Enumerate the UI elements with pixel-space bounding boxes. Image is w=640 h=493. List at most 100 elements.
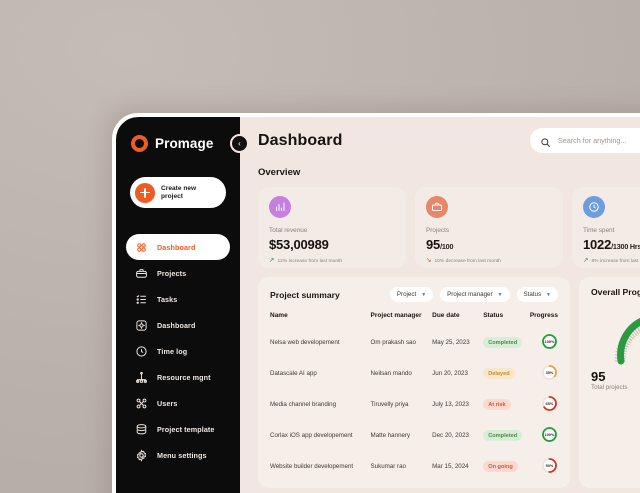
sidebar-item-users[interactable]: Users bbox=[126, 390, 230, 416]
cell-project-name: Website builder developement bbox=[270, 463, 354, 470]
overall-progress-title: Overall Progress bbox=[591, 287, 640, 297]
search-box[interactable] bbox=[530, 128, 640, 153]
column-header-name: Name bbox=[270, 312, 288, 319]
arrow-up-icon: ↗ bbox=[583, 257, 589, 264]
main-content: ‹ Dashboard Overview Tota bbox=[230, 117, 640, 493]
search-input[interactable] bbox=[558, 136, 640, 145]
progress-ring: 50% bbox=[541, 457, 558, 474]
sidebar-nav: Dashboard Projects Tasks bbox=[116, 234, 240, 468]
stat-card-projects[interactable]: Projects 95/100 ↘ 10% decrease from last… bbox=[415, 187, 563, 268]
filter-label: Status bbox=[523, 291, 542, 298]
stat-delta-text: 12% increase from last month bbox=[277, 258, 343, 264]
table-header-row: Name Project manager Due date Status Pro… bbox=[270, 312, 558, 327]
clock-icon bbox=[135, 345, 148, 358]
filter-label: Project bbox=[396, 291, 417, 298]
bar-chart-icon bbox=[269, 196, 291, 218]
cell-progress: 50% bbox=[530, 451, 558, 482]
filter-project[interactable]: Project ▼ bbox=[389, 287, 434, 302]
stat-delta: ↗ 8% increase from last month bbox=[583, 257, 640, 265]
layers-stack-icon bbox=[135, 423, 148, 436]
cell-status: At risk bbox=[483, 389, 530, 420]
cell-progress: 100% bbox=[530, 420, 558, 451]
table-row[interactable]: Nelsa web developement Om prakash sao May … bbox=[270, 327, 558, 358]
sidebar-item-tasks[interactable]: Tasks bbox=[126, 286, 230, 312]
cell-project-manager: Om prakash sao bbox=[370, 339, 416, 346]
overview-stat-cards: Total revenue $53,00989 ↗ 12% increase f… bbox=[258, 187, 640, 268]
table-row[interactable]: Datascale AI app Neilsan mando Jun 20, 202… bbox=[270, 358, 558, 389]
create-new-project-label: Create new project bbox=[161, 184, 197, 200]
sidebar-item-label: Projects bbox=[157, 268, 187, 278]
sidebar-item-label: Dashboard bbox=[157, 242, 196, 252]
create-new-project-button[interactable]: Create new project bbox=[130, 177, 226, 208]
stat-value-number: 1022 bbox=[583, 237, 612, 252]
clock-icon bbox=[583, 196, 605, 218]
sidebar-item-resource-mgnt[interactable]: Resource mgnt bbox=[126, 364, 230, 390]
column-header-manager: Project manager bbox=[370, 312, 422, 319]
users-nodes-icon bbox=[135, 397, 148, 410]
column-header-progress: Progress bbox=[529, 312, 558, 319]
sidebar-item-label: Menu settings bbox=[157, 450, 207, 460]
search-icon bbox=[540, 135, 551, 147]
chevron-down-icon: ▼ bbox=[497, 291, 503, 298]
sidebar-item-dashboard-2[interactable]: Dashboard bbox=[126, 312, 230, 338]
svg-text:35%: 35% bbox=[546, 371, 554, 375]
sidebar-item-projects[interactable]: Projects bbox=[126, 260, 230, 286]
sidebar-item-label: Dashboard bbox=[157, 320, 196, 330]
project-summary-table: Name Project manager Due date Status Pro… bbox=[270, 312, 558, 482]
cell-progress: 100% bbox=[530, 327, 558, 358]
cell-project-name: Media channel branding bbox=[270, 401, 337, 408]
sidebar-item-label: Time log bbox=[157, 346, 188, 356]
sidebar-item-project-template[interactable]: Project template bbox=[126, 416, 230, 442]
chevron-down-icon: ▼ bbox=[546, 291, 551, 298]
table-row[interactable]: Corlax iOS app developement Matte hannery… bbox=[270, 420, 558, 451]
app-window: Promage Create new project Dashboard bbox=[112, 113, 640, 493]
stat-label: Time spent bbox=[583, 227, 615, 234]
svg-text:100%: 100% bbox=[545, 340, 555, 344]
cell-progress: 35% bbox=[530, 358, 558, 389]
brand: Promage bbox=[116, 135, 240, 152]
stat-card-total-revenue[interactable]: Total revenue $53,00989 ↗ 12% increase f… bbox=[258, 187, 406, 268]
overall-progress-card: Overall Progress 95 Total projects bbox=[579, 277, 640, 488]
stat-value-number: 95 bbox=[426, 237, 441, 252]
overall-progress-subtitle: Total projects bbox=[591, 384, 628, 391]
progress-ring: 65% bbox=[541, 395, 558, 412]
stat-value-unit: /1300 Hrs bbox=[611, 242, 640, 251]
stat-label: Projects bbox=[426, 227, 450, 234]
cell-status: Delayed bbox=[483, 358, 530, 389]
sidebar-item-label: Users bbox=[157, 398, 178, 408]
cell-status: On going bbox=[483, 451, 530, 482]
project-summary-header: Project summary Project ▼ Project manage… bbox=[270, 287, 558, 302]
cell-due-date: Dec 20, 2023 bbox=[432, 432, 469, 439]
table-row[interactable]: Media channel branding Tiruvelly priya Jul… bbox=[270, 389, 558, 420]
arrow-down-icon: ↘ bbox=[426, 257, 432, 264]
status-badge: Delayed bbox=[483, 368, 515, 379]
stat-delta-text: 10% decrease from last month bbox=[434, 258, 501, 264]
stat-delta: ↗ 12% increase from last month bbox=[269, 257, 395, 265]
cell-due-date: Mar 15, 2024 bbox=[432, 463, 469, 470]
sidebar-item-time-log[interactable]: Time log bbox=[126, 338, 230, 364]
cell-project-manager: Matte hannery bbox=[370, 432, 411, 439]
page-title: Dashboard bbox=[258, 131, 343, 149]
status-badge: Completed bbox=[483, 337, 523, 348]
svg-text:50%: 50% bbox=[546, 464, 554, 468]
gauge-value-arc bbox=[617, 317, 640, 365]
cell-project-name: Nelsa web developement bbox=[270, 339, 340, 346]
sidebar-item-dashboard[interactable]: Dashboard bbox=[126, 234, 230, 260]
table-row[interactable]: Website builder developement Sukumar rao M… bbox=[270, 451, 558, 482]
progress-ring: 100% bbox=[541, 426, 558, 443]
filter-project-manager[interactable]: Project manager ▼ bbox=[440, 287, 510, 302]
sidebar-item-menu-settings[interactable]: Menu settings bbox=[126, 442, 230, 468]
cell-project-manager: Sukumar rao bbox=[370, 463, 406, 470]
overview-title: Overview bbox=[258, 167, 301, 178]
grid-dots-icon bbox=[135, 241, 148, 254]
chevron-left-icon[interactable]: ‹ bbox=[230, 134, 249, 153]
progress-ring: 35% bbox=[541, 364, 558, 381]
stat-card-time-spent[interactable]: Time spent 1022/1300 Hrs ↗ 8% increase f… bbox=[572, 187, 640, 268]
stat-delta-text: 8% increase from last month bbox=[591, 258, 640, 264]
cell-project-name: Corlax iOS app developement bbox=[270, 432, 353, 439]
project-summary-card: Project summary Project ▼ Project manage… bbox=[258, 277, 570, 488]
filter-status[interactable]: Status ▼ bbox=[516, 287, 558, 302]
sidebar: Promage Create new project Dashboard bbox=[116, 117, 240, 493]
cell-project-name: Datascale AI app bbox=[270, 370, 317, 377]
stat-value-unit: /100 bbox=[440, 242, 454, 251]
